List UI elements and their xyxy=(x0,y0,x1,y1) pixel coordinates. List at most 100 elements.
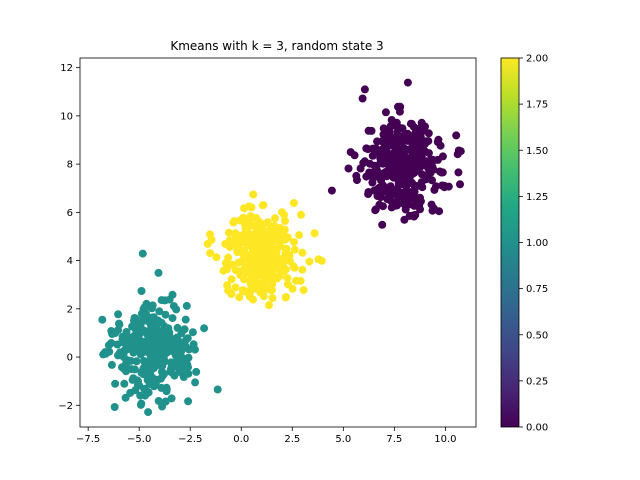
scatter-point-cluster-2 xyxy=(249,295,257,304)
scatter-point-cluster-2 xyxy=(279,263,288,272)
x-tick-label: 5.0 xyxy=(335,434,351,445)
colorbar xyxy=(500,57,520,428)
scatter-point-cluster-0 xyxy=(405,192,414,201)
scatter-point-cluster-1 xyxy=(157,296,166,305)
scatter-point-cluster-1 xyxy=(110,403,119,411)
scatter-point-cluster-2 xyxy=(271,235,280,244)
scatter-point-cluster-0 xyxy=(395,190,404,198)
scatter-point-cluster-0 xyxy=(394,179,403,188)
scatter-point-cluster-2 xyxy=(227,275,236,284)
scatter-point-cluster-2 xyxy=(246,277,255,285)
colorbar-tick-label: 0.75 xyxy=(526,284,548,295)
scatter-point-cluster-1 xyxy=(114,351,122,360)
scatter-point-cluster-2 xyxy=(283,280,292,289)
scatter-point-cluster-0 xyxy=(416,162,425,171)
scatter-point-cluster-1 xyxy=(168,314,177,323)
scatter-point-cluster-0 xyxy=(395,137,404,146)
scatter-point-cluster-2 xyxy=(231,266,240,275)
scatter-point-cluster-1 xyxy=(155,354,164,363)
scatter-point-cluster-1 xyxy=(104,341,113,350)
scatter-point-cluster-1 xyxy=(166,365,175,374)
scatter-point-cluster-0 xyxy=(408,178,416,187)
y-tick-label: 8 xyxy=(67,160,73,171)
scatter-point-cluster-0 xyxy=(413,131,422,140)
scatter-point-cluster-0 xyxy=(403,78,412,87)
scatter-point-cluster-2 xyxy=(223,281,232,290)
scatter-point-cluster-2 xyxy=(314,255,323,264)
scatter-point-cluster-2 xyxy=(266,276,275,285)
colorbar-tick-label: 0.00 xyxy=(526,423,548,434)
scatter-point-cluster-0 xyxy=(399,154,408,163)
scatter-point-cluster-2 xyxy=(299,286,308,295)
scatter-point-cluster-1 xyxy=(135,381,144,390)
scatter-point-cluster-2 xyxy=(234,258,243,267)
scatter-point-cluster-2 xyxy=(225,236,234,245)
scatter-point-cluster-1 xyxy=(107,360,116,369)
scatter-point-cluster-2 xyxy=(258,225,267,234)
scatter-point-cluster-2 xyxy=(281,217,289,225)
scatter-point-cluster-1 xyxy=(161,310,170,319)
scatter-point-cluster-2 xyxy=(247,203,256,212)
scatter-point-cluster-2 xyxy=(251,229,260,238)
scatter-point-cluster-1 xyxy=(162,383,171,392)
scatter-point-cluster-1 xyxy=(153,376,161,385)
scatter-point-cluster-0 xyxy=(356,164,365,173)
scatter-point-cluster-2 xyxy=(275,241,284,250)
scatter-point-cluster-2 xyxy=(289,199,298,207)
scatter-point-cluster-1 xyxy=(143,364,152,373)
scatter-point-cluster-1 xyxy=(98,315,107,324)
scatter-point-cluster-0 xyxy=(409,153,418,162)
scatter-point-cluster-1 xyxy=(146,317,155,326)
scatter-point-cluster-2 xyxy=(233,239,242,248)
scatter-point-cluster-1 xyxy=(114,310,123,319)
scatter-point-cluster-1 xyxy=(129,374,138,383)
scatter-point-cluster-2 xyxy=(249,221,258,230)
scatter-point-cluster-2 xyxy=(224,260,233,269)
scatter-point-cluster-0 xyxy=(350,151,359,160)
scatter-point-cluster-0 xyxy=(426,168,435,177)
scatter-point-cluster-2 xyxy=(290,238,298,247)
scatter-point-cluster-0 xyxy=(374,172,383,180)
scatter-point-cluster-1 xyxy=(140,358,149,367)
x-axis: −7.5 −5.0 −2.5 0.0 2.5 5.0 7.5 10.0 xyxy=(76,427,457,445)
scatter-point-cluster-0 xyxy=(371,206,380,215)
scatter-point-cluster-1 xyxy=(181,315,190,324)
scatter-point-cluster-0 xyxy=(364,126,373,135)
scatter-point-cluster-0 xyxy=(430,156,439,165)
colorbar-tick-label: 1.50 xyxy=(526,146,548,157)
scatter-point-cluster-0 xyxy=(400,215,409,224)
scatter-point-cluster-0 xyxy=(408,211,417,220)
scatter-point-cluster-0 xyxy=(438,181,447,190)
x-tick-label: −2.5 xyxy=(178,434,202,445)
scatter-point-cluster-0 xyxy=(358,94,367,103)
scatter-point-cluster-0 xyxy=(378,188,387,197)
scatter-point-cluster-2 xyxy=(305,257,314,266)
scatter-point-cluster-2 xyxy=(241,224,250,233)
scatter-point-cluster-1 xyxy=(145,379,154,387)
scatter-point-cluster-0 xyxy=(409,169,418,178)
scatter-point-cluster-1 xyxy=(148,355,157,364)
scatter-point-cluster-0 xyxy=(392,118,401,127)
y-tick-label: −2 xyxy=(58,401,73,412)
colorbar-tick-label: 2.00 xyxy=(526,54,548,65)
scatter-point-cluster-0 xyxy=(430,204,438,213)
scatter-point-cluster-0 xyxy=(368,178,377,187)
scatter-point-cluster-1 xyxy=(140,303,149,312)
scatter-point-cluster-1 xyxy=(163,348,172,357)
scatter-point-cluster-2 xyxy=(298,248,307,257)
scatter-point-cluster-2 xyxy=(248,245,257,254)
scatter-point-cluster-2 xyxy=(212,253,221,262)
scatter-point-cluster-2 xyxy=(289,262,298,271)
scatter-point-cluster-0 xyxy=(438,152,447,161)
scatter-point-cluster-0 xyxy=(434,135,443,144)
scatter-point-cluster-2 xyxy=(224,253,233,262)
scatter-point-cluster-2 xyxy=(283,274,292,283)
scatter-point-cluster-1 xyxy=(156,329,165,338)
scatter-point-cluster-0 xyxy=(452,131,461,140)
scatter-point-cluster-2 xyxy=(290,245,299,254)
scatter-point-cluster-1 xyxy=(177,345,186,354)
scatter-point-cluster-0 xyxy=(390,143,399,152)
scatter-point-cluster-1 xyxy=(113,340,122,349)
scatter-point-cluster-0 xyxy=(406,160,414,169)
scatter-point-cluster-0 xyxy=(421,122,429,131)
